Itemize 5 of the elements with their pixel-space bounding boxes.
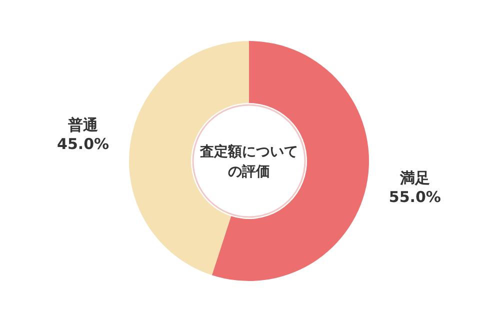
data-label: 55.0% (388, 188, 441, 206)
slice-label: 普通 (67, 116, 100, 134)
text: 査定額についての評価 (199, 143, 298, 180)
data-label: 45.0% (57, 135, 110, 154)
slice-label: 満足 (398, 168, 430, 187)
